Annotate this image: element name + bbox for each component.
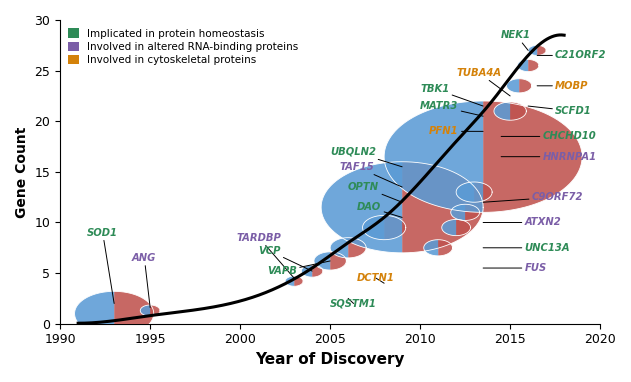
Legend: Implicated in protein homeostasis, Involved in altered RNA-binding proteins, Inv: Implicated in protein homeostasis, Invol… — [66, 25, 302, 68]
Polygon shape — [528, 45, 537, 55]
Text: ATXN2: ATXN2 — [483, 217, 562, 228]
Text: UNC13A: UNC13A — [483, 243, 570, 253]
Polygon shape — [465, 204, 480, 220]
Text: TAF15: TAF15 — [339, 162, 402, 187]
Polygon shape — [494, 102, 510, 120]
Text: MATR3: MATR3 — [420, 101, 483, 116]
Polygon shape — [517, 60, 528, 72]
Text: VCP: VCP — [258, 246, 312, 271]
Polygon shape — [507, 79, 519, 93]
Polygon shape — [330, 252, 346, 270]
X-axis label: Year of Discovery: Year of Discovery — [256, 352, 405, 367]
Polygon shape — [456, 219, 471, 236]
Polygon shape — [114, 291, 154, 336]
Text: DAO: DAO — [357, 202, 402, 217]
Polygon shape — [348, 238, 366, 258]
Text: SCFD1: SCFD1 — [528, 106, 592, 116]
Polygon shape — [314, 252, 330, 270]
Text: TARDBP: TARDBP — [237, 233, 294, 278]
Text: OPTN: OPTN — [348, 182, 402, 202]
Text: C21ORF2: C21ORF2 — [537, 50, 606, 60]
Polygon shape — [312, 265, 323, 277]
Polygon shape — [384, 215, 406, 240]
Polygon shape — [384, 101, 483, 212]
Polygon shape — [483, 101, 582, 212]
Polygon shape — [528, 60, 539, 72]
Text: UBQLN2: UBQLN2 — [330, 147, 402, 167]
Polygon shape — [438, 240, 452, 256]
Text: HNRNPA1: HNRNPA1 — [501, 152, 597, 162]
Polygon shape — [294, 276, 303, 286]
Polygon shape — [302, 265, 312, 277]
Polygon shape — [74, 291, 114, 336]
Text: PFN1: PFN1 — [429, 126, 483, 136]
Text: TUBA4A: TUBA4A — [456, 68, 510, 96]
Text: VAPB: VAPB — [267, 261, 330, 276]
Text: SQSTM1: SQSTM1 — [330, 298, 377, 309]
Polygon shape — [442, 219, 456, 236]
Text: NEK1: NEK1 — [501, 30, 531, 50]
Polygon shape — [510, 102, 526, 120]
Polygon shape — [402, 162, 483, 253]
Text: C9ORF72: C9ORF72 — [483, 192, 583, 202]
Y-axis label: Gene Count: Gene Count — [15, 126, 29, 217]
Polygon shape — [285, 276, 294, 286]
Polygon shape — [330, 238, 348, 258]
Polygon shape — [456, 182, 474, 202]
Text: SOD1: SOD1 — [87, 228, 118, 303]
Polygon shape — [363, 215, 384, 240]
Polygon shape — [519, 79, 532, 93]
Text: ANG: ANG — [132, 253, 156, 308]
Text: TBK1: TBK1 — [420, 84, 483, 106]
Polygon shape — [474, 182, 492, 202]
Polygon shape — [537, 45, 546, 55]
Text: MOBP: MOBP — [537, 81, 589, 91]
Text: CHCHD10: CHCHD10 — [501, 131, 596, 141]
Polygon shape — [321, 162, 402, 253]
Text: FUS: FUS — [483, 263, 547, 273]
Polygon shape — [150, 305, 160, 316]
Polygon shape — [140, 305, 150, 316]
Polygon shape — [424, 240, 438, 256]
Polygon shape — [451, 204, 465, 220]
Text: DCTN1: DCTN1 — [357, 273, 395, 283]
